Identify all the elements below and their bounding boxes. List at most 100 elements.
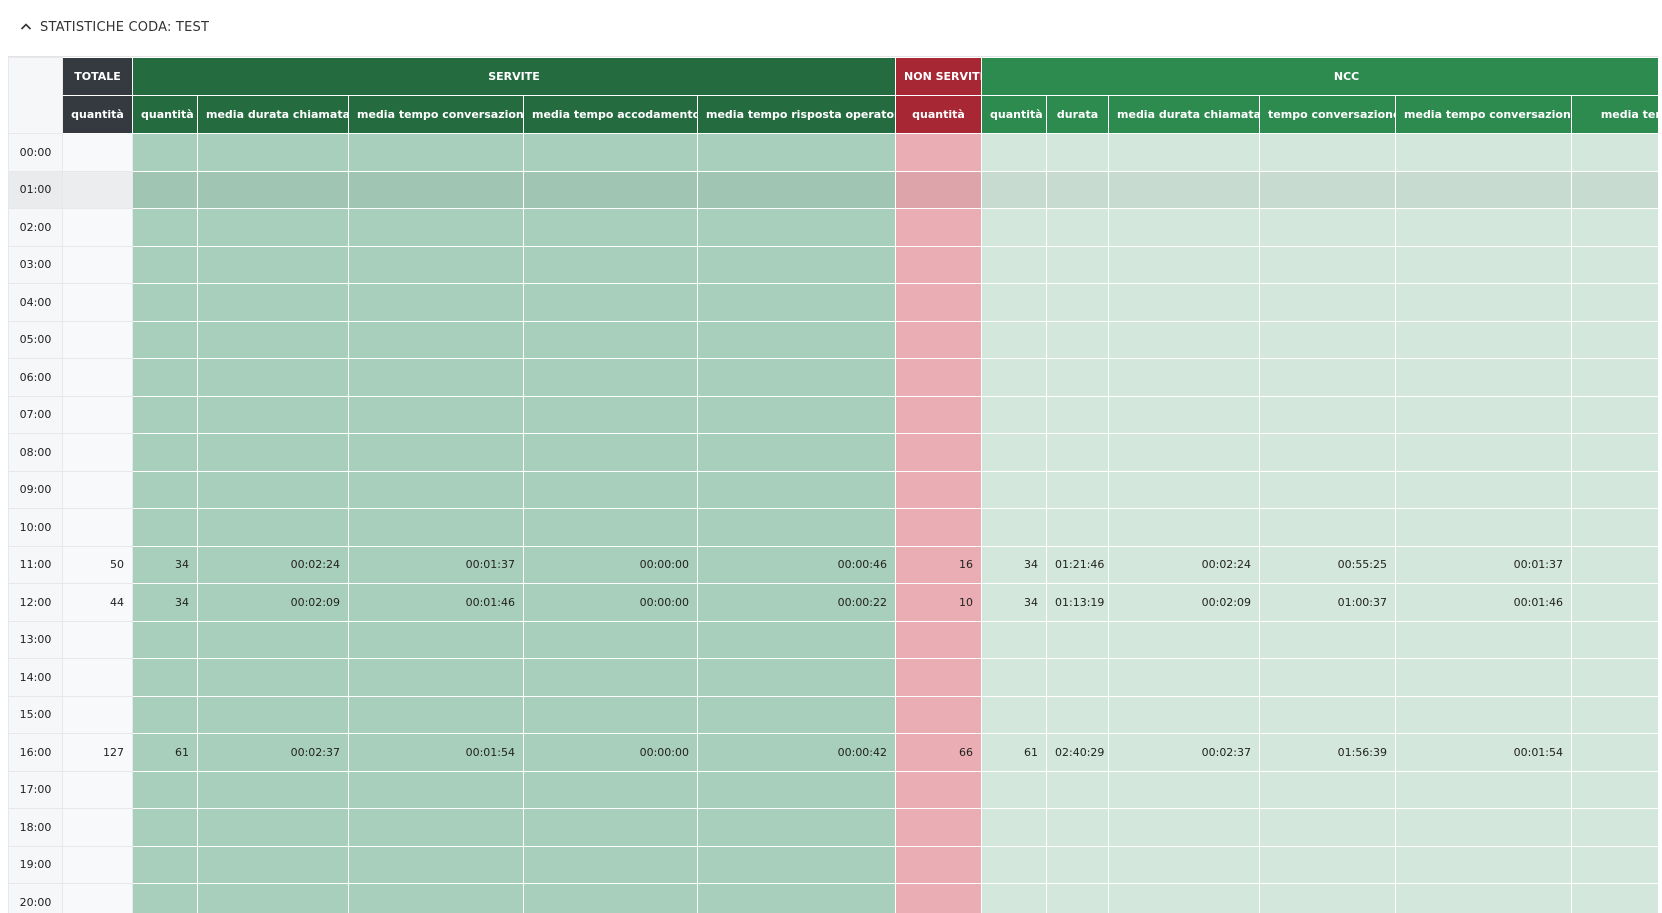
value-cell (349, 659, 524, 697)
hour-cell: 07:00 (9, 396, 63, 434)
value-cell (63, 771, 133, 809)
value-cell (1109, 284, 1260, 322)
data-row[interactable]: 10:00 (9, 509, 1659, 547)
value-cell (982, 396, 1047, 434)
data-row[interactable]: 00:00 (9, 134, 1659, 172)
value-cell (1396, 471, 1572, 509)
value-cell (1047, 246, 1109, 284)
value-cell (698, 434, 896, 472)
value-cell (524, 134, 698, 172)
value-cell (349, 809, 524, 847)
value-cell (698, 246, 896, 284)
data-row[interactable]: 06:00 (9, 359, 1659, 397)
value-cell (349, 321, 524, 359)
value-cell: 00:01:46 (1396, 584, 1572, 622)
data-row[interactable]: 04:00 (9, 284, 1659, 322)
value-cell (1572, 321, 1658, 359)
value-cell (524, 209, 698, 247)
column-header: durata (1047, 96, 1109, 134)
value-cell (63, 809, 133, 847)
value-cell (698, 884, 896, 913)
value-cell (133, 771, 198, 809)
value-cell (982, 621, 1047, 659)
column-header: media durata chiamata (198, 96, 349, 134)
value-cell (1109, 396, 1260, 434)
hour-cell: 11:00 (9, 546, 63, 584)
value-cell (63, 246, 133, 284)
data-row[interactable]: 14:00 (9, 659, 1659, 697)
value-cell (1396, 846, 1572, 884)
value-cell (1260, 621, 1396, 659)
value-cell (1572, 846, 1658, 884)
value-cell (698, 809, 896, 847)
data-row[interactable]: 03:00 (9, 246, 1659, 284)
value-cell (1260, 884, 1396, 913)
value-cell (133, 209, 198, 247)
value-cell (63, 321, 133, 359)
value-cell (1109, 171, 1260, 209)
value-cell (133, 359, 198, 397)
value-cell (524, 321, 698, 359)
data-row[interactable]: 08:00 (9, 434, 1659, 472)
value-cell (198, 359, 349, 397)
value-cell: 44 (63, 584, 133, 622)
data-row[interactable]: 17:00 (9, 771, 1659, 809)
value-cell (198, 696, 349, 734)
data-row[interactable]: 15:00 (9, 696, 1659, 734)
value-cell: 00:02:09 (198, 584, 349, 622)
value-cell (1260, 509, 1396, 547)
value-cell (198, 509, 349, 547)
value-cell: 61 (982, 734, 1047, 772)
value-cell (698, 396, 896, 434)
data-row[interactable]: 20:00 (9, 884, 1659, 913)
value-cell (198, 471, 349, 509)
value-cell (1572, 621, 1658, 659)
value-cell (524, 171, 698, 209)
section-header[interactable]: STATISTICHE CODA: TEST (20, 17, 209, 37)
value-cell (133, 434, 198, 472)
value-cell (63, 284, 133, 322)
value-cell (1396, 246, 1572, 284)
value-cell (1572, 209, 1658, 247)
value-cell: 66 (896, 734, 982, 772)
value-cell (1572, 359, 1658, 397)
value-cell (698, 696, 896, 734)
value-cell (1047, 771, 1109, 809)
value-cell (896, 509, 982, 547)
value-cell (198, 171, 349, 209)
value-cell: 00:00:00 (524, 584, 698, 622)
value-cell (1047, 696, 1109, 734)
value-cell (698, 846, 896, 884)
group-header: NON SERVITE (896, 58, 982, 96)
value-cell (524, 471, 698, 509)
data-row[interactable]: 02:00 (9, 209, 1659, 247)
data-row[interactable]: 19:00 (9, 846, 1659, 884)
value-cell (1109, 621, 1260, 659)
value-cell (63, 209, 133, 247)
data-row[interactable]: 13:00 (9, 621, 1659, 659)
value-cell (896, 284, 982, 322)
data-row[interactable]: 05:00 (9, 321, 1659, 359)
value-cell (1047, 171, 1109, 209)
value-cell (1396, 696, 1572, 734)
value-cell (1396, 621, 1572, 659)
value-cell (1572, 809, 1658, 847)
data-row[interactable]: 18:00 (9, 809, 1659, 847)
value-cell (133, 884, 198, 913)
column-header: media tempo (1572, 96, 1658, 134)
value-cell (896, 209, 982, 247)
data-row[interactable]: 07:00 (9, 396, 1659, 434)
data-row[interactable]: 01:00 (9, 171, 1659, 209)
value-cell (982, 846, 1047, 884)
column-header: media tempo risposta operatore (698, 96, 896, 134)
collapse-icon[interactable] (20, 21, 32, 33)
value-cell (982, 246, 1047, 284)
value-cell (524, 359, 698, 397)
value-cell (896, 359, 982, 397)
value-cell (1396, 509, 1572, 547)
data-row[interactable]: 09:00 (9, 471, 1659, 509)
